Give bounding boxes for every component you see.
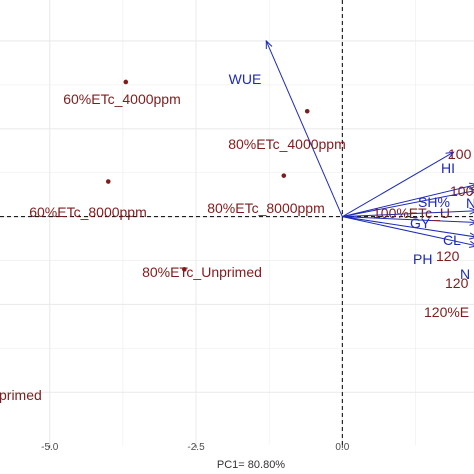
obs-label-6: 100 (448, 146, 472, 162)
grid-layer (0, 0, 474, 445)
loading-arrow-6 (342, 216, 474, 238)
loading-arrow-0 (265, 40, 343, 217)
arrow-head-6 (469, 232, 474, 240)
arrow-head-4 (469, 207, 474, 215)
x-axis-title: PC1= 80.80% (217, 459, 285, 471)
var-label-7: N (460, 266, 470, 282)
obs-point-2 (105, 179, 111, 184)
obs-point-1 (304, 108, 310, 114)
arrow-head-0 (265, 39, 273, 49)
obs-label-7: 100 (450, 183, 474, 199)
obs-label-0: 60%ETc_4000ppm (63, 91, 181, 107)
var-label-4: GY (410, 215, 431, 231)
obs-label-10: 120 (445, 275, 469, 291)
loading-arrow-1 (342, 151, 454, 218)
x-tick-label-1: -2.5 (187, 442, 205, 453)
obs-point-4 (182, 267, 187, 272)
variable-arrows (265, 39, 474, 248)
obs-label-4: 80%ETc_Unprimed (142, 264, 262, 280)
obs-label-5: primed (0, 387, 42, 403)
obs-label-2: 60%ETc_8000ppm (29, 204, 147, 220)
loading-arrow-2 (342, 184, 474, 218)
arrow-head-1 (445, 151, 455, 159)
var-label-0: WUE (229, 71, 262, 87)
var-label-5: CL (443, 232, 461, 248)
loading-arrow-5 (342, 216, 474, 223)
obs-label-1: 80%ETc_4000ppm (228, 136, 346, 152)
reference-lines (0, 0, 474, 445)
arrow-head-2 (468, 182, 474, 190)
loading-arrow-4 (342, 210, 474, 218)
obs-label-11: 120%E (424, 304, 469, 320)
var-label-2: SH% (418, 194, 450, 210)
observation-points (105, 79, 310, 272)
arrow-head-7 (468, 240, 474, 248)
obs-point-0 (123, 79, 129, 85)
var-label-3: N (466, 195, 474, 211)
loading-arrow-3 (342, 190, 474, 218)
loading-arrow-7 (342, 216, 474, 246)
x-axis-ticks: -5.0 -2.5 0.0 (41, 442, 350, 453)
var-label-6: PH (413, 251, 432, 267)
x-tick-label-0: -5.0 (41, 442, 59, 453)
obs-label-3: 80%ETc_8000ppm (207, 200, 325, 216)
obs-point-3 (281, 173, 287, 178)
arrow-head-5 (469, 218, 474, 226)
arrow-head-3 (468, 188, 474, 196)
var-label-1: HI (441, 160, 455, 176)
plot-labels: 60%ETc_4000ppm 80%ETc_4000ppm 60%ETc_8000p… (0, 71, 474, 403)
obs-label-8: 100%ETc_U (373, 205, 450, 221)
x-tick-label-2: 0.0 (335, 442, 349, 453)
obs-label-9: 120 (436, 248, 460, 264)
